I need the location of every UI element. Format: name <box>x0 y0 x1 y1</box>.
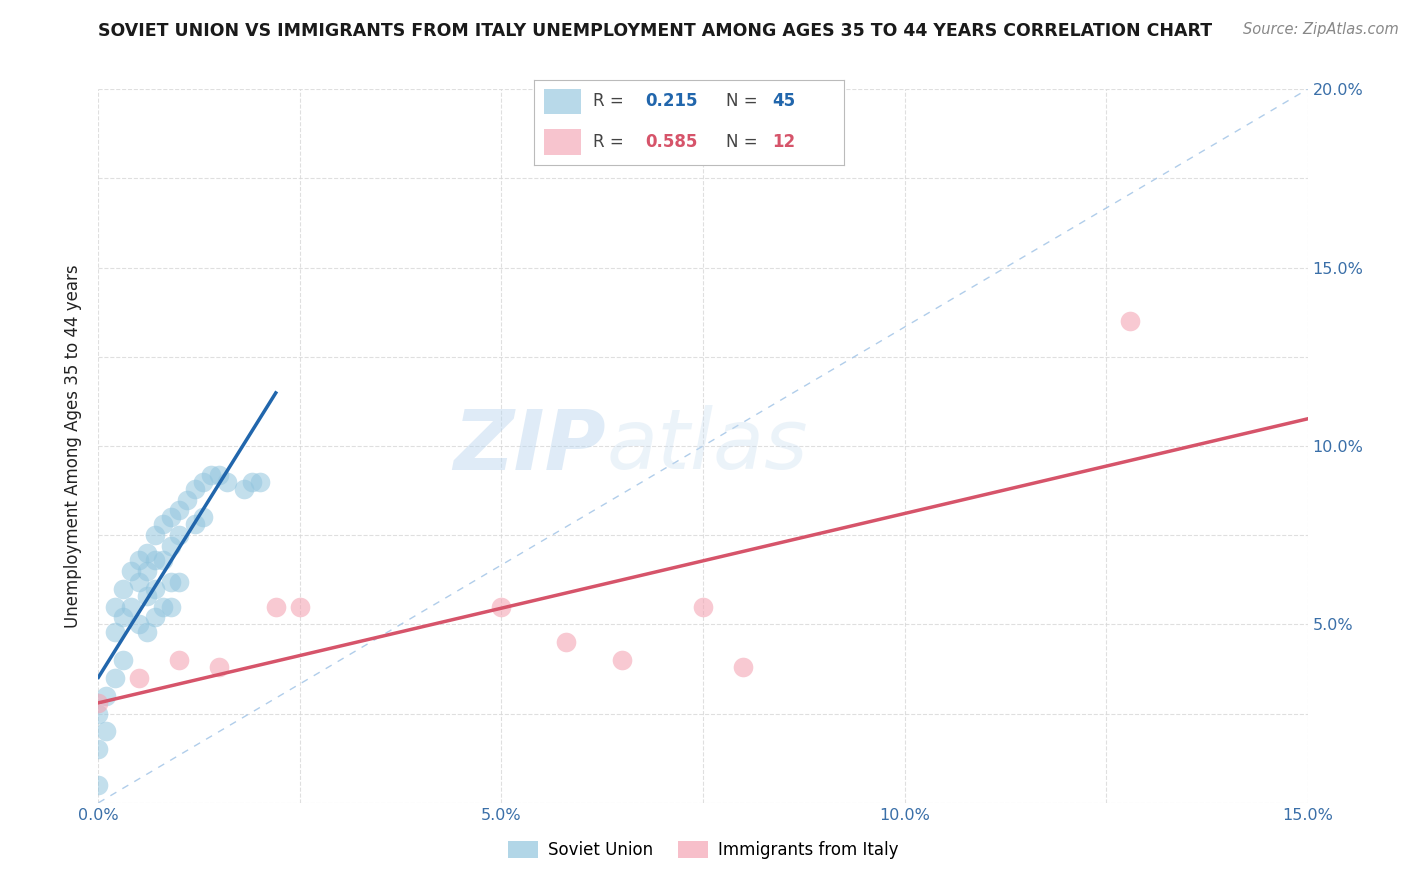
Text: R =: R = <box>593 133 624 151</box>
Point <box>143 528 166 542</box>
Point <box>143 610 166 624</box>
Point <box>160 574 183 589</box>
Point <box>167 503 190 517</box>
Point <box>167 653 190 667</box>
Point <box>612 653 634 667</box>
Point <box>160 599 183 614</box>
Point <box>200 467 222 482</box>
Point <box>103 671 125 685</box>
Point <box>217 475 239 489</box>
Text: atlas: atlas <box>606 406 808 486</box>
Point <box>135 564 157 578</box>
Point <box>128 617 150 632</box>
Text: N =: N = <box>725 133 758 151</box>
Point <box>208 467 231 482</box>
Text: 12: 12 <box>772 133 796 151</box>
Text: 0.585: 0.585 <box>645 133 697 151</box>
Text: ZIP: ZIP <box>454 406 606 486</box>
Point <box>96 724 118 739</box>
Point <box>103 624 125 639</box>
Point <box>288 599 311 614</box>
Point <box>128 574 150 589</box>
Point <box>87 742 110 756</box>
Point <box>193 510 215 524</box>
Point <box>120 599 142 614</box>
Point <box>249 475 271 489</box>
Point <box>176 492 198 507</box>
Text: 45: 45 <box>772 93 796 111</box>
Point <box>87 778 110 792</box>
Point <box>135 546 157 560</box>
Point <box>240 475 263 489</box>
Point <box>135 589 157 603</box>
Point <box>208 660 231 674</box>
Y-axis label: Unemployment Among Ages 35 to 44 years: Unemployment Among Ages 35 to 44 years <box>65 264 83 628</box>
Point <box>143 582 166 596</box>
Point <box>491 599 513 614</box>
Point <box>193 475 215 489</box>
Point <box>232 482 254 496</box>
Point <box>111 653 134 667</box>
Text: SOVIET UNION VS IMMIGRANTS FROM ITALY UNEMPLOYMENT AMONG AGES 35 TO 44 YEARS COR: SOVIET UNION VS IMMIGRANTS FROM ITALY UN… <box>98 22 1212 40</box>
Point <box>160 510 183 524</box>
Point <box>120 564 142 578</box>
Point <box>128 671 150 685</box>
Point <box>1119 314 1142 328</box>
Point <box>111 610 134 624</box>
Point <box>87 706 110 721</box>
Text: 0.215: 0.215 <box>645 93 699 111</box>
Point <box>167 528 190 542</box>
Legend: Soviet Union, Immigrants from Italy: Soviet Union, Immigrants from Italy <box>501 834 905 866</box>
Point <box>160 539 183 553</box>
Point <box>152 517 174 532</box>
Point <box>111 582 134 596</box>
Point <box>167 574 190 589</box>
Text: R =: R = <box>593 93 624 111</box>
Point <box>184 517 207 532</box>
Point <box>128 553 150 567</box>
Text: Source: ZipAtlas.com: Source: ZipAtlas.com <box>1243 22 1399 37</box>
Text: N =: N = <box>725 93 758 111</box>
Point <box>87 696 110 710</box>
Point <box>96 689 118 703</box>
Point <box>152 553 174 567</box>
Point <box>264 599 287 614</box>
Bar <box>544 129 581 155</box>
Point <box>152 599 174 614</box>
Point <box>692 599 714 614</box>
Bar <box>544 89 581 114</box>
Point <box>143 553 166 567</box>
Point <box>733 660 755 674</box>
Point <box>103 599 125 614</box>
Point <box>184 482 207 496</box>
Point <box>555 635 578 649</box>
Point <box>135 624 157 639</box>
